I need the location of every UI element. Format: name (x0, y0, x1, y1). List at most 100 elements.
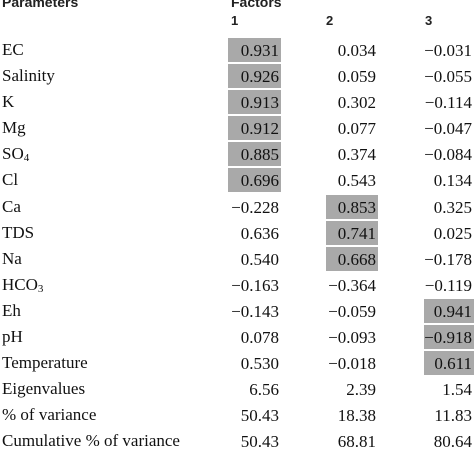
table-body: EC 0.931 0.034 −0.031 Salinity 0.926 0.059 −0.0… (0, 38, 474, 456)
table-cell-factor-2: 0.668 (326, 246, 378, 271)
table-row: EC 0.931 0.034 −0.031 (0, 38, 474, 64)
table-cell-factor-3: 0.325 (433, 197, 472, 217)
table-cell-factor-2: 0.059 (337, 67, 376, 87)
table-row: Eh −0.143 −0.059 0.941 (0, 298, 474, 325)
row-label-text: TDS (2, 222, 35, 242)
table-cell-factor-3: 1.54 (442, 380, 472, 400)
table-cell-factor-3: 0.025 (433, 223, 472, 243)
table-cell-factor-1: 0.885 (228, 142, 281, 167)
row-label: Cl (2, 170, 18, 190)
table-cell-factor-2: −0.093 (328, 328, 376, 348)
table-cell-factor-2: 0.543 (337, 171, 376, 191)
row-label-text: EC (2, 40, 24, 59)
factor-3-header: 3 (425, 13, 433, 28)
row-label: Mg (2, 118, 26, 138)
table-cell-factor-3: −0.119 (424, 275, 472, 295)
table-cell-factor-3: −0.918 (424, 325, 474, 350)
row-label-text: Ca (2, 196, 21, 216)
table-row: Na 0.540 0.668 −0.178 (0, 246, 474, 273)
row-label: Na (2, 249, 22, 269)
row-label-text: Mg (2, 118, 26, 138)
row-label-text: Cumulative % of variance (2, 431, 180, 451)
table-cell-factor-1: 50.43 (240, 406, 279, 426)
table-cell-factor-1: 0.078 (240, 328, 279, 348)
table-cell-factor-1: 0.913 (228, 90, 281, 115)
row-label-text: Salinity (2, 66, 55, 86)
table-cell-factor-2: 68.81 (337, 432, 376, 452)
table-cell-factor-2: −0.059 (328, 301, 376, 321)
row-label: pH (2, 327, 23, 347)
table-cell-factor-3: 0.611 (424, 351, 474, 376)
table-row: TDS 0.636 0.741 0.025 (0, 220, 474, 247)
table-cell-factor-3: −0.084 (424, 145, 472, 165)
table-cell-factor-2: 0.077 (337, 119, 376, 139)
row-label: Eh (2, 301, 21, 321)
table-cell-factor-1: 0.912 (228, 116, 281, 141)
table-row: Mg 0.912 0.077 −0.047 (0, 116, 474, 142)
table-cell-factor-3: −0.114 (424, 93, 472, 113)
row-label: SO4 (2, 144, 29, 164)
row-label-text: K (2, 92, 15, 112)
table-cell-factor-1: 0.636 (240, 223, 279, 243)
table-cell-factor-1: 0.931 (228, 38, 281, 62)
row-label-subscript: 4 (23, 152, 30, 165)
row-label: K (2, 92, 14, 112)
table-cell-factor-3: −0.055 (424, 67, 472, 87)
table-row: K 0.913 0.302 −0.114 (0, 90, 474, 116)
table-cell-factor-2: 0.374 (337, 145, 376, 165)
row-label-text: % of variance (2, 405, 97, 425)
row-label: EC (2, 40, 24, 60)
table-cell-factor-1: −0.163 (231, 275, 279, 295)
table-row: Cumulative % of variance 50.43 68.81 80.64 (0, 429, 474, 455)
row-label-text: Eigenvalues (2, 379, 86, 399)
row-label-text: SO (2, 144, 24, 164)
table-cell-factor-2: −0.018 (328, 354, 376, 374)
table-row: Salinity 0.926 0.059 −0.055 (0, 64, 474, 90)
table-row: Eigenvalues 6.56 2.39 1.54 (0, 377, 474, 403)
table-cell-factor-2: 18.38 (337, 406, 376, 426)
factors-header: Factors (231, 0, 282, 10)
table-row: Cl 0.696 0.543 0.134 (0, 168, 474, 194)
table-cell-factor-2: 0.741 (326, 220, 378, 245)
table-cell-factor-1: −0.143 (231, 301, 279, 321)
row-label: % of variance (2, 405, 96, 425)
table-cell-factor-2: 0.853 (326, 194, 378, 219)
table-cell-factor-2: 0.034 (337, 41, 376, 60)
row-label-text: Cl (2, 170, 19, 190)
table-cell-factor-1: −0.228 (231, 197, 279, 217)
row-label: Cumulative % of variance (2, 431, 180, 451)
factor-2-header: 2 (326, 13, 334, 28)
row-label-text: pH (2, 327, 23, 347)
table-cell-factor-3: −0.031 (424, 41, 472, 60)
factor-1-header: 1 (231, 13, 239, 28)
table-row: % of variance 50.43 18.38 11.83 (0, 403, 474, 429)
table-cell-factor-2: −0.364 (328, 275, 376, 295)
row-label: Temperature (2, 353, 88, 373)
table-cell-factor-2: 0.302 (337, 93, 376, 113)
table-cell-factor-3: −0.047 (424, 119, 472, 139)
row-label: Eigenvalues (2, 379, 85, 399)
table-row: SO4 0.885 0.374 −0.084 (0, 142, 474, 168)
row-label-text: Eh (2, 300, 21, 320)
row-label-text: HCO (2, 274, 38, 294)
table-row: pH 0.078 −0.093 −0.918 (0, 325, 474, 351)
table-cell-factor-3: −0.178 (424, 249, 472, 269)
table-cell-factor-1: 0.530 (240, 354, 279, 374)
table-cell-factor-2: 2.39 (346, 380, 376, 400)
table-cell-factor-1: 50.43 (240, 432, 279, 452)
row-label-text: Na (2, 248, 22, 268)
row-label: HCO3 (2, 275, 43, 295)
table-row: Ca −0.228 0.853 0.325 (0, 194, 474, 221)
row-label-text: Temperature (2, 353, 88, 373)
row-label: Ca (2, 197, 21, 217)
row-label: TDS (2, 223, 34, 243)
table-row: HCO3 −0.163 −0.364 −0.119 (0, 273, 474, 299)
table-row: Temperature 0.530 −0.018 0.611 (0, 351, 474, 377)
parameters-header: Parameters (2, 0, 79, 10)
table-cell-factor-1: 0.926 (228, 64, 281, 89)
table-cell-factor-1: 0.540 (240, 249, 279, 269)
row-label: Salinity (2, 66, 55, 86)
row-label-subscript: 3 (37, 282, 44, 295)
table-cell-factor-3: 0.134 (433, 171, 472, 191)
